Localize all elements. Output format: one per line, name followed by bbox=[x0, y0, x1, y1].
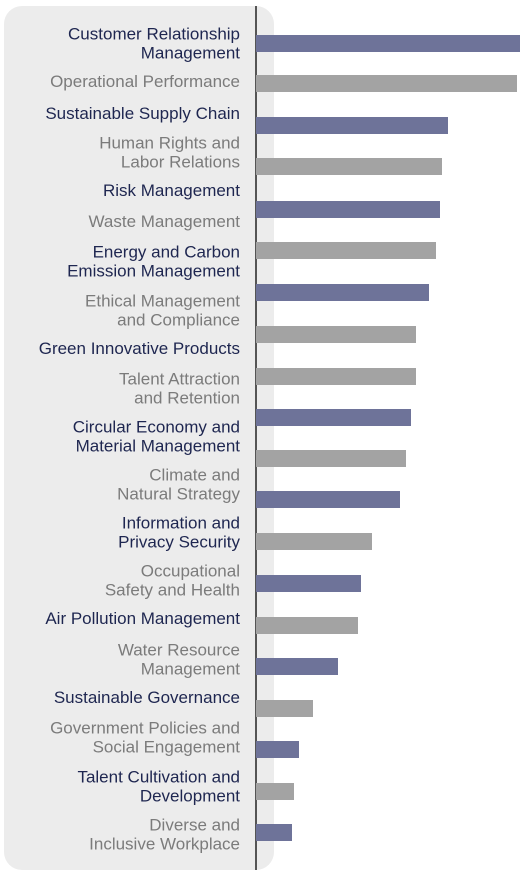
bar bbox=[256, 783, 294, 800]
category-label: Talent Attraction and Retention bbox=[119, 370, 240, 408]
category-label: Human Rights and Labor Relations bbox=[99, 134, 240, 172]
bar bbox=[256, 617, 358, 634]
bar bbox=[256, 242, 436, 259]
category-label: Diverse and Inclusive Workplace bbox=[89, 816, 240, 854]
category-label: Air Pollution Management bbox=[45, 609, 240, 628]
category-label: Sustainable Supply Chain bbox=[45, 104, 240, 123]
bar bbox=[256, 35, 520, 52]
bar bbox=[256, 533, 372, 550]
bar bbox=[256, 658, 338, 675]
bar bbox=[256, 117, 448, 134]
label-panel bbox=[4, 6, 274, 870]
category-label: Government Policies and Social Engagement bbox=[50, 719, 240, 757]
category-label: Energy and Carbon Emission Management bbox=[67, 243, 240, 281]
bar bbox=[256, 575, 361, 592]
bar bbox=[256, 158, 442, 175]
category-label: Customer Relationship Management bbox=[68, 25, 240, 63]
category-label: Ethical Management and Compliance bbox=[85, 292, 240, 330]
category-label: Risk Management bbox=[103, 181, 240, 200]
bar bbox=[256, 75, 517, 92]
category-label: Water Resource Management bbox=[118, 641, 240, 679]
category-label: Occupational Safety and Health bbox=[105, 562, 240, 600]
bar bbox=[256, 824, 292, 841]
bar bbox=[256, 491, 400, 508]
category-label: Information and Privacy Security bbox=[118, 514, 240, 552]
category-label: Waste Management bbox=[89, 212, 241, 231]
category-label: Circular Economy and Material Management bbox=[73, 418, 241, 456]
bar bbox=[256, 284, 429, 301]
bar bbox=[256, 368, 416, 385]
bar bbox=[256, 409, 411, 426]
category-label: Talent Cultivation and Development bbox=[77, 768, 240, 806]
bar bbox=[256, 201, 440, 218]
bar bbox=[256, 326, 416, 343]
category-label: Green Innovative Products bbox=[39, 339, 240, 358]
bar bbox=[256, 741, 299, 758]
bar bbox=[256, 450, 406, 467]
category-label: Sustainable Governance bbox=[54, 688, 240, 707]
category-label: Operational Performance bbox=[50, 72, 240, 91]
category-label: Climate and Natural Strategy bbox=[117, 466, 240, 504]
bar bbox=[256, 700, 313, 717]
